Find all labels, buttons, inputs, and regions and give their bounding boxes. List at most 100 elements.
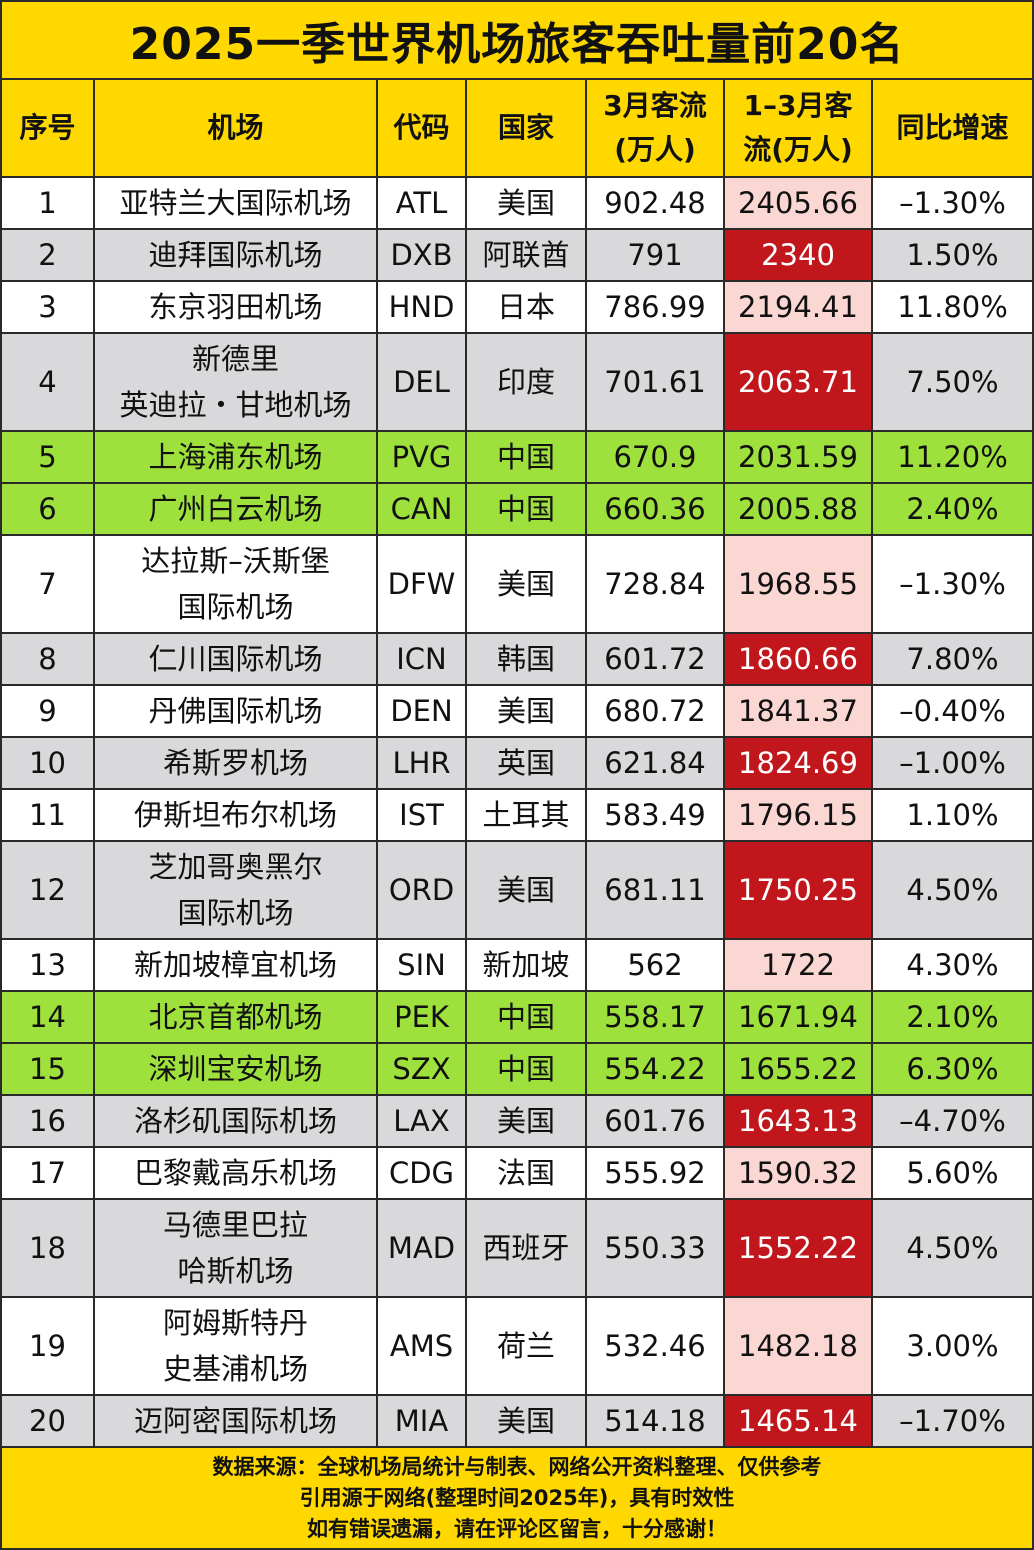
airport-name-line: 新加坡樟宜机场 <box>133 948 337 982</box>
rank-cell: 15 <box>2 1042 95 1096</box>
rank-cell: 9 <box>2 684 95 738</box>
table-row: 16 洛杉矶国际机场 LAX 美国 601.76 1643.13 –4.70% <box>2 1094 1032 1148</box>
country-cell: 美国 <box>465 176 587 230</box>
total-cell: 1643.13 <box>723 1094 873 1148</box>
header-rank: 序号 <box>2 80 95 178</box>
march-cell: 532.46 <box>585 1296 725 1396</box>
airport-name-line: 新德里 <box>191 342 279 376</box>
country-cell: 美国 <box>465 840 587 940</box>
total-cell: 1722 <box>723 938 873 992</box>
airport-cell: 上海浦东机场 <box>93 430 378 484</box>
country-cell: 阿联酋 <box>465 228 587 282</box>
airport-cell: 迈阿密国际机场 <box>93 1394 378 1448</box>
code-cell: LAX <box>376 1094 467 1148</box>
march-cell: 601.72 <box>585 632 725 686</box>
march-cell: 681.11 <box>585 840 725 940</box>
country-cell: 美国 <box>465 684 587 738</box>
rank-cell: 8 <box>2 632 95 686</box>
table-row: 7 达拉斯–沃斯堡 国际机场 DFW 美国 728.84 1968.55 –1.30% <box>2 534 1032 634</box>
table-row: 19 阿姆斯特丹 史基浦机场 AMS 荷兰 532.46 1482.18 3.00% <box>2 1296 1032 1396</box>
airport-cell: 新加坡樟宜机场 <box>93 938 378 992</box>
code-cell: DXB <box>376 228 467 282</box>
footer-thanks: 如有错误遗漏，请在评论区留言，十分感谢！ <box>307 1516 727 1541</box>
country-cell: 中国 <box>465 430 587 484</box>
airport-cell: 新德里 英迪拉・甘地机场 <box>93 332 378 432</box>
airport-cell: 巴黎戴高乐机场 <box>93 1146 378 1200</box>
total-cell: 2031.59 <box>723 430 873 484</box>
march-cell: 558.17 <box>585 990 725 1044</box>
header-airport: 机场 <box>93 80 378 178</box>
rank-cell: 12 <box>2 840 95 940</box>
yoy-cell: –4.70% <box>871 1094 1032 1148</box>
airport-name-line: 丹佛国际机场 <box>148 694 323 728</box>
footer-notes: 数据来源：全球机场局统计与制表、网络公开资料整理、仅供参考 引用源于网络(整理时… <box>2 1448 1032 1548</box>
country-cell: 法国 <box>465 1146 587 1200</box>
page-title: 2025一季世界机场旅客吞吐量前20名 <box>2 2 1032 80</box>
airport-name-line: 达拉斯–沃斯堡 <box>141 544 330 578</box>
table-row: 14 北京首都机场 PEK 中国 558.17 1671.94 2.10% <box>2 990 1032 1044</box>
airport-name-line: 东京羽田机场 <box>148 290 323 324</box>
code-cell: ORD <box>376 840 467 940</box>
header-march: 3月客流 (万人) <box>585 80 725 178</box>
yoy-cell: –1.30% <box>871 534 1032 634</box>
header-yoy: 同比增速 <box>871 80 1032 178</box>
airport-name-line: 巴黎戴高乐机场 <box>133 1156 337 1190</box>
table-row: 17 巴黎戴高乐机场 CDG 法国 555.92 1590.32 5.60% <box>2 1146 1032 1200</box>
country-cell: 中国 <box>465 482 587 536</box>
table-row: 6 广州白云机场 CAN 中国 660.36 2005.88 2.40% <box>2 482 1032 536</box>
total-cell: 1671.94 <box>723 990 873 1044</box>
yoy-cell: –1.30% <box>871 176 1032 230</box>
table-row: 12 芝加哥奥黑尔 国际机场 ORD 美国 681.11 1750.25 4.50% <box>2 840 1032 940</box>
yoy-cell: –0.40% <box>871 684 1032 738</box>
airport-cell: 洛杉矶国际机场 <box>93 1094 378 1148</box>
rank-cell: 14 <box>2 990 95 1044</box>
rank-cell: 18 <box>2 1198 95 1298</box>
table-row: 8 仁川国际机场 ICN 韩国 601.72 1860.66 7.80% <box>2 632 1032 686</box>
airport-cell: 广州白云机场 <box>93 482 378 536</box>
country-cell: 日本 <box>465 280 587 334</box>
yoy-cell: 11.20% <box>871 430 1032 484</box>
total-cell: 2340 <box>723 228 873 282</box>
airport-name-line: 马德里巴拉 <box>162 1208 308 1242</box>
yoy-cell: 6.30% <box>871 1042 1032 1096</box>
airport-cell: 阿姆斯特丹 史基浦机场 <box>93 1296 378 1396</box>
code-cell: HND <box>376 280 467 334</box>
airport-name-line: 北京首都机场 <box>148 1000 323 1034</box>
rank-cell: 3 <box>2 280 95 334</box>
total-cell: 1482.18 <box>723 1296 873 1396</box>
march-cell: 670.9 <box>585 430 725 484</box>
country-cell: 荷兰 <box>465 1296 587 1396</box>
country-cell: 土耳其 <box>465 788 587 842</box>
table-row: 11 伊斯坦布尔机场 IST 土耳其 583.49 1796.15 1.10% <box>2 788 1032 842</box>
table-row: 4 新德里 英迪拉・甘地机场 DEL 印度 701.61 2063.71 7.50% <box>2 332 1032 432</box>
total-cell: 1750.25 <box>723 840 873 940</box>
table-row: 9 丹佛国际机场 DEN 美国 680.72 1841.37 –0.40% <box>2 684 1032 738</box>
yoy-cell: 7.50% <box>871 332 1032 432</box>
country-cell: 英国 <box>465 736 587 790</box>
march-cell: 621.84 <box>585 736 725 790</box>
country-cell: 中国 <box>465 990 587 1044</box>
rank-cell: 16 <box>2 1094 95 1148</box>
total-cell: 2194.41 <box>723 280 873 334</box>
table-row: 3 东京羽田机场 HND 日本 786.99 2194.41 11.80% <box>2 280 1032 334</box>
yoy-cell: 3.00% <box>871 1296 1032 1396</box>
march-cell: 680.72 <box>585 684 725 738</box>
airport-cell: 达拉斯–沃斯堡 国际机场 <box>93 534 378 634</box>
airport-cell: 伊斯坦布尔机场 <box>93 788 378 842</box>
march-cell: 550.33 <box>585 1198 725 1298</box>
yoy-cell: 4.30% <box>871 938 1032 992</box>
march-cell: 791 <box>585 228 725 282</box>
march-cell: 601.76 <box>585 1094 725 1148</box>
airport-cell: 亚特兰大国际机场 <box>93 176 378 230</box>
airport-cell: 东京羽田机场 <box>93 280 378 334</box>
rank-cell: 5 <box>2 430 95 484</box>
airport-name-line: 深圳宝安机场 <box>148 1052 323 1086</box>
airport-name-line: 上海浦东机场 <box>148 440 323 474</box>
rank-cell: 7 <box>2 534 95 634</box>
code-cell: IST <box>376 788 467 842</box>
airport-cell: 北京首都机场 <box>93 990 378 1044</box>
rank-cell: 6 <box>2 482 95 536</box>
rank-cell: 11 <box>2 788 95 842</box>
yoy-cell: 4.50% <box>871 840 1032 940</box>
